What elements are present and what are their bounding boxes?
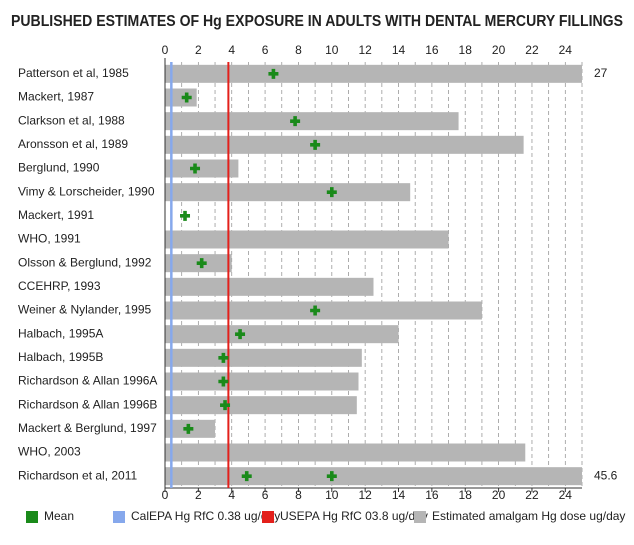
y-tick-label: Olsson & Berglund, 1992 xyxy=(18,255,152,269)
bar xyxy=(165,396,357,415)
x-tick-label: 12 xyxy=(358,43,372,57)
y-tick-label: Halbach, 1995B xyxy=(18,350,103,364)
chart-title: PUBLISHED ESTIMATES OF Hg EXPOSURE IN AD… xyxy=(11,13,623,30)
x-tick-label: 6 xyxy=(262,43,269,57)
y-tick-label: Richardson & Allan 1996A xyxy=(18,374,157,388)
x-tick-label: 10 xyxy=(325,488,339,502)
mean-marker xyxy=(326,187,337,198)
x-tick-label: 22 xyxy=(525,488,539,502)
mean-marker xyxy=(190,163,201,174)
y-tick-label: Mackert & Berglund, 1997 xyxy=(18,421,157,435)
legend-swatch xyxy=(26,511,38,523)
y-tick-label: Richardson et al, 2011 xyxy=(18,468,138,482)
x-tick-label: 22 xyxy=(525,43,539,57)
x-tick-label: 4 xyxy=(228,43,235,57)
x-tick-label: 18 xyxy=(459,43,473,57)
mean-marker xyxy=(196,258,207,269)
legend-swatch xyxy=(414,511,426,523)
x-tick-label: 4 xyxy=(228,488,235,502)
grid xyxy=(181,62,583,488)
legend-label: Estimated amalgam Hg dose ug/day xyxy=(432,509,625,523)
x-tick-label: 8 xyxy=(295,43,302,57)
x-tick-label: 14 xyxy=(392,488,406,502)
x-tick-label: 0 xyxy=(162,43,169,57)
y-tick-label: WHO, 1991 xyxy=(18,232,81,246)
legend-label: CalEPA Hg RfC 0.38 ug/day xyxy=(131,509,280,523)
bar xyxy=(165,348,362,367)
mean-marker xyxy=(183,423,194,434)
x-tick-label: 20 xyxy=(492,488,506,502)
mean-marker xyxy=(268,68,279,79)
bar xyxy=(165,230,449,249)
x-tick-label: 14 xyxy=(392,43,406,57)
bar xyxy=(165,277,374,296)
x-tick-label: 10 xyxy=(325,43,339,57)
bar xyxy=(165,301,482,320)
y-tick-label: Patterson et al, 1985 xyxy=(18,66,129,80)
y-tick-label: Aronsson et al, 1989 xyxy=(18,137,128,151)
y-tick-label: WHO, 2003 xyxy=(18,445,81,459)
y-tick-label: Berglund, 1990 xyxy=(18,161,100,175)
bar xyxy=(165,443,526,462)
x-tick-label: 2 xyxy=(195,488,202,502)
y-tick-label: CCEHRP, 1993 xyxy=(18,279,101,293)
legend-label: USEPA Hg RfC 03.8 ug/day xyxy=(280,509,428,523)
bars xyxy=(165,64,582,486)
x-tick-label: 16 xyxy=(425,488,439,502)
x-tick-label: 0 xyxy=(162,488,169,502)
overlay: 0022446688101012121414161618182020222224… xyxy=(18,43,625,523)
y-tick-label: Mackert, 1987 xyxy=(18,90,94,104)
y-tick-label: Vimy & Lorscheider, 1990 xyxy=(18,184,155,198)
mean-marker xyxy=(290,116,301,127)
mean-marker xyxy=(235,329,246,340)
x-tick-label: 2 xyxy=(195,43,202,57)
mean-marker xyxy=(218,352,229,363)
mean-marker xyxy=(310,139,321,150)
y-tick-label: Richardson & Allan 1996B xyxy=(18,397,157,411)
mean-marker xyxy=(310,305,321,316)
y-tick-label: Halbach, 1995A xyxy=(18,326,103,340)
x-tick-label: 16 xyxy=(425,43,439,57)
bar xyxy=(165,325,399,344)
bar xyxy=(165,64,582,83)
y-tick-label: Clarkson et al, 1988 xyxy=(18,113,125,127)
bar xyxy=(165,112,459,131)
x-tick-label: 12 xyxy=(358,488,372,502)
x-tick-label: 24 xyxy=(559,488,573,502)
bar xyxy=(165,467,582,486)
x-tick-label: 6 xyxy=(262,488,269,502)
legend-swatch xyxy=(113,511,125,523)
mean-marker xyxy=(326,471,337,482)
mean-marker xyxy=(218,376,229,387)
bar xyxy=(165,372,359,391)
y-tick-label: Mackert, 1991 xyxy=(18,208,94,222)
bar xyxy=(165,135,524,154)
x-tick-label: 18 xyxy=(459,488,473,502)
mean-marker xyxy=(241,471,252,482)
y-tick-label: Weiner & Nylander, 1995 xyxy=(18,303,152,317)
mean-marker xyxy=(220,400,231,411)
bar xyxy=(165,159,239,178)
bar xyxy=(165,88,197,107)
x-tick-label: 8 xyxy=(295,488,302,502)
legend-swatch xyxy=(262,511,274,523)
x-tick-label: 20 xyxy=(492,43,506,57)
x-tick-label: 24 xyxy=(559,43,573,57)
mean-marker xyxy=(180,210,191,221)
mean-marker xyxy=(181,92,192,103)
bar xyxy=(165,183,411,202)
legend-label: Mean xyxy=(44,509,74,523)
value-label: 27 xyxy=(594,66,608,80)
value-label: 45.6 xyxy=(594,468,618,482)
